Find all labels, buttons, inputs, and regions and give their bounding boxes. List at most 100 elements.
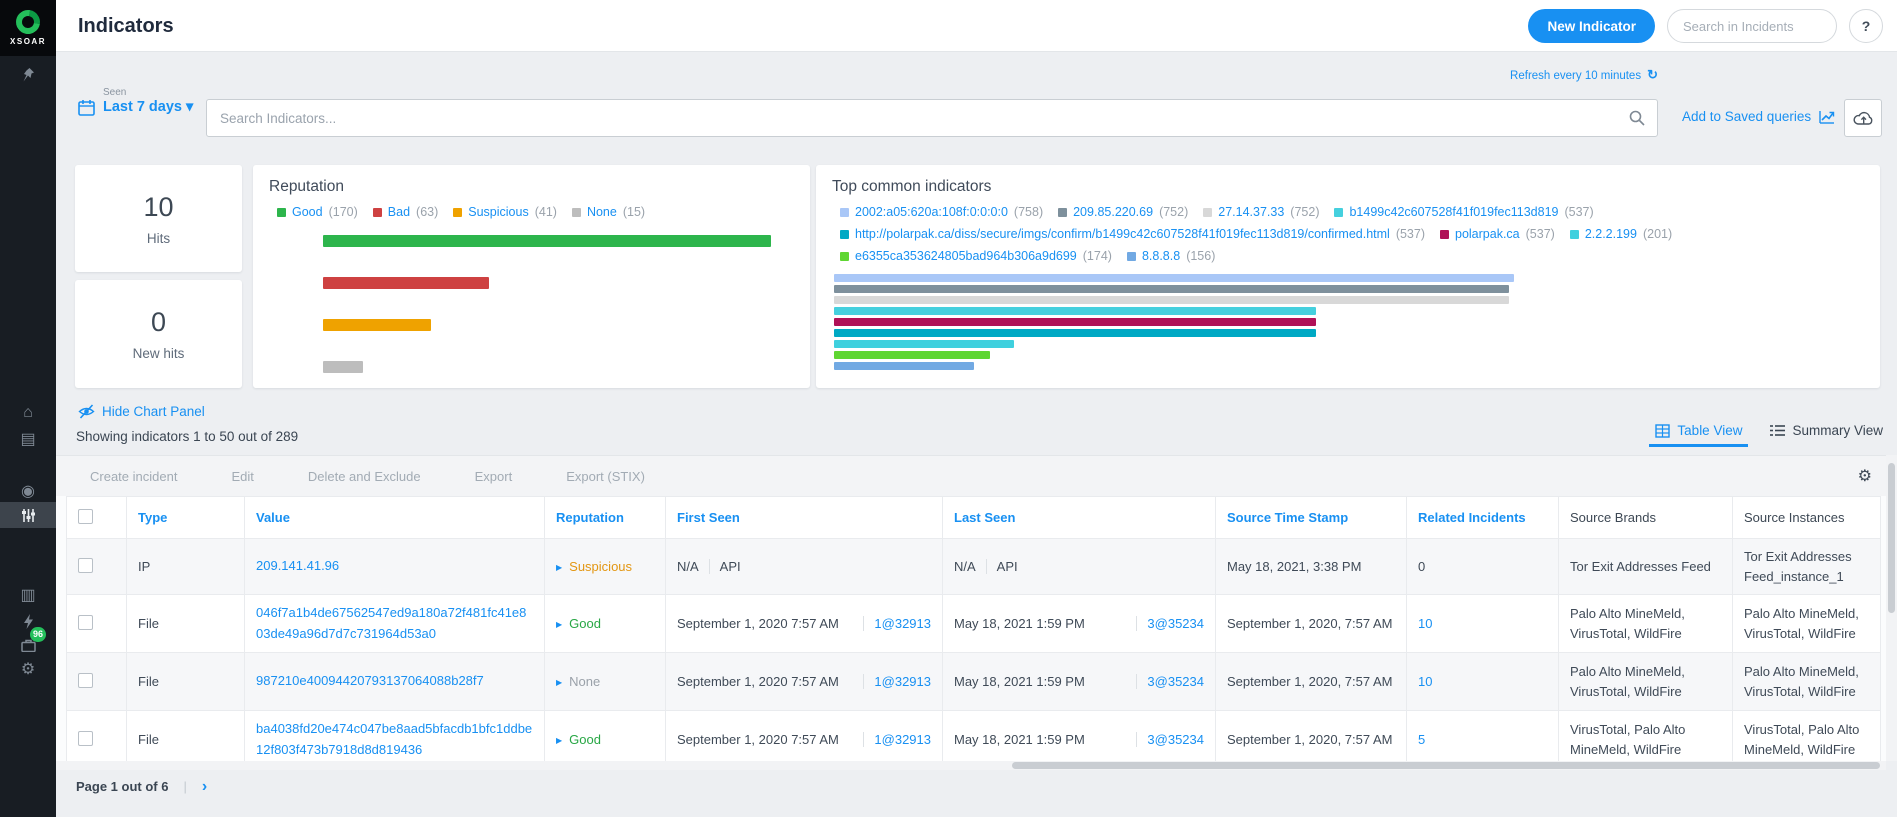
search-indicators-input[interactable]	[206, 99, 1658, 137]
column-header-last-seen[interactable]: Last Seen	[942, 496, 1216, 539]
reputation-expand-icon[interactable]: ▶	[556, 736, 563, 745]
select-all-checkbox[interactable]	[78, 508, 93, 524]
sidebar-item-home[interactable]: ⌂	[0, 400, 56, 426]
related-incidents-value[interactable]: 5	[1418, 732, 1426, 747]
legend-item-2[interactable]: Suspicious (41)	[453, 205, 557, 220]
row-checkbox[interactable]	[78, 614, 93, 630]
table-settings-gear-icon[interactable]: ⚙	[1857, 468, 1872, 485]
column-header-value[interactable]: Value	[244, 496, 545, 539]
sidebar-item-incidents[interactable]: ▤	[0, 426, 56, 452]
indicator-value-link[interactable]: 046f7a1b4de67562547ed9a180a72f481fc41e80…	[256, 605, 527, 641]
briefcase-icon	[20, 639, 36, 652]
legend-item-3[interactable]: None (15)	[571, 205, 646, 220]
sidebar-item-docs[interactable]: ▥	[0, 582, 56, 608]
toolbar-action[interactable]: Export (STIX)	[566, 468, 645, 484]
seen-date: May 18, 2021 1:59 PM	[954, 616, 1085, 631]
column-header-reputation[interactable]: Reputation	[544, 496, 666, 539]
tab-table-view[interactable]: Table View	[1649, 423, 1749, 447]
sidebar-item-pinned[interactable]	[0, 62, 56, 88]
chart-bar-polarpak.ca	[834, 318, 1316, 326]
chart-bar-b1499c42c607528f41f019fec113d819	[834, 307, 1316, 315]
related-incidents-value[interactable]: 10	[1418, 616, 1433, 631]
xsoar-logo[interactable]: XSOAR	[0, 0, 56, 56]
column-header-source-time-stamp[interactable]: Source Time Stamp	[1215, 496, 1407, 539]
seen-cell-content: May 18, 2021 1:59 PM 3@35234	[954, 616, 1204, 631]
jobs-badge: 96	[30, 627, 47, 642]
legend-item-0[interactable]: 2002:a05:620a:108f:0:0:0:0 (758)	[840, 205, 1043, 220]
legend-count: (15)	[622, 205, 646, 219]
seen-date-filter[interactable]: Seen Last 7 days ▾	[78, 87, 193, 116]
sidebar-item-jobs[interactable]: 96	[0, 627, 56, 658]
legend-item-8[interactable]: 8.8.8.8 (156)	[1126, 249, 1215, 264]
column-header-type[interactable]: Type	[126, 496, 245, 539]
legend-item-6[interactable]: 2.2.2.199 (201)	[1569, 227, 1672, 242]
incident-ref-link[interactable]: 3@35234	[1136, 616, 1204, 631]
sidebar-item-war-room[interactable]: ◉	[0, 478, 56, 504]
legend-swatch	[453, 208, 463, 217]
legend-swatch	[1440, 230, 1449, 239]
row-checkbox[interactable]	[78, 672, 93, 688]
top-indicators-legend: 2002:a05:620a:108f:0:0:0:0 (758) 209.85.22…	[840, 205, 1864, 264]
legend-item-1[interactable]: 209.85.220.69 (752)	[1058, 205, 1188, 220]
indicator-value-link[interactable]: 209.141.41.96	[256, 558, 340, 574]
vertical-scrollbar-thumb[interactable]	[1888, 463, 1895, 613]
column-header-source-instances: Source Instances	[1732, 496, 1881, 539]
reputation-expand-icon[interactable]: ▶	[556, 620, 563, 629]
legend-label: Bad	[387, 205, 411, 219]
next-page-button[interactable]: ›	[201, 778, 208, 795]
horizontal-scrollbar-thumb[interactable]	[1012, 762, 1880, 769]
legend-item-1[interactable]: Bad (63)	[372, 205, 438, 220]
sidebar-item-settings[interactable]: ⚙	[0, 656, 56, 682]
sidebar-item-automation[interactable]	[0, 608, 56, 634]
refresh-interval-link[interactable]: Refresh every 10 minutes ↻	[206, 67, 1658, 83]
toolbar-action[interactable]: Delete and Exclude	[307, 468, 421, 484]
legend-item-2[interactable]: 27.14.37.33 (752)	[1203, 205, 1319, 220]
cell-value: 209.141.41.96	[244, 538, 545, 595]
incident-ref-link[interactable]: 3@35234	[1136, 674, 1204, 689]
legend-item-0[interactable]: Good (170)	[277, 205, 358, 220]
help-button[interactable]: ?	[1849, 9, 1883, 43]
cell-value: ba4038fd20e474c047be8aad5bfacdb1bfc1ddbe…	[244, 710, 545, 761]
tab-summary-view[interactable]: Summary View	[1770, 423, 1883, 447]
incident-ref-link[interactable]: 1@32913	[863, 616, 931, 631]
row-checkbox[interactable]	[78, 557, 93, 573]
column-header-first-seen[interactable]: First Seen	[665, 496, 943, 539]
legend-item-4[interactable]: http://polarpak.ca/diss/secure/imgs/conf…	[840, 227, 1425, 242]
toolbar-action[interactable]: Edit	[231, 468, 254, 484]
refresh-icon: ↻	[1647, 67, 1658, 82]
column-header-related-incidents[interactable]: Related Incidents	[1406, 496, 1559, 539]
reputation-expand-icon[interactable]: ▶	[556, 678, 563, 687]
incident-ref-link[interactable]: 1@32913	[863, 674, 931, 689]
add-to-saved-queries-link[interactable]: Add to Saved queries	[1682, 109, 1835, 124]
cloud-upload-button[interactable]	[1844, 99, 1882, 137]
indicator-value-link[interactable]: 987210e40094420793137064088b28f7	[256, 673, 484, 689]
legend-item-7[interactable]: e6355ca353624805bad964b306a9d699 (174)	[840, 249, 1112, 264]
toolbar-action[interactable]: Export	[474, 468, 513, 484]
hide-chart-panel-link[interactable]: Hide Chart Panel	[78, 404, 205, 419]
top-indicators-bars	[834, 274, 1514, 370]
incident-ref-link[interactable]: 1@32913	[863, 732, 931, 747]
toolbar-action[interactable]: Create incident	[90, 468, 178, 484]
new-indicator-button[interactable]: New Indicator	[1528, 9, 1655, 43]
cell-reputation: ▶ Good	[544, 594, 666, 653]
incident-ref-link[interactable]: 3@35234	[1136, 732, 1204, 747]
indicator-value-link[interactable]: ba4038fd20e474c047be8aad5bfacdb1bfc1ddbe…	[256, 721, 533, 757]
legend-item-5[interactable]: polarpak.ca (537)	[1440, 227, 1555, 242]
seen-date: N/A	[677, 559, 699, 574]
cell-source-brands: Tor Exit Addresses Feed	[1558, 538, 1733, 595]
legend-swatch	[1058, 208, 1068, 217]
sidebar: XSOAR ⌂ ▤ ◉ ▥ 96 ⚙	[0, 0, 56, 817]
seen-date: September 1, 2020 7:57 AM	[677, 674, 839, 689]
related-incidents-value[interactable]: 10	[1418, 674, 1433, 689]
cell-last-seen: May 18, 2021 1:59 PM 3@35234	[942, 594, 1216, 653]
seen-date: May 18, 2021 1:59 PM	[954, 674, 1085, 689]
reputation-expand-icon[interactable]: ▶	[556, 563, 563, 572]
tab-summary-view-label: Summary View	[1792, 423, 1883, 438]
sidebar-item-indicators[interactable]	[0, 502, 56, 528]
legend-swatch	[1334, 208, 1344, 217]
search-in-incidents-input[interactable]	[1667, 9, 1837, 43]
date-range-value: Last 7 days	[103, 99, 182, 115]
legend-item-3[interactable]: b1499c42c607528f41f019fec113d819 (537)	[1334, 205, 1594, 220]
row-checkbox[interactable]	[78, 730, 93, 746]
chart-line-icon	[1819, 110, 1835, 124]
